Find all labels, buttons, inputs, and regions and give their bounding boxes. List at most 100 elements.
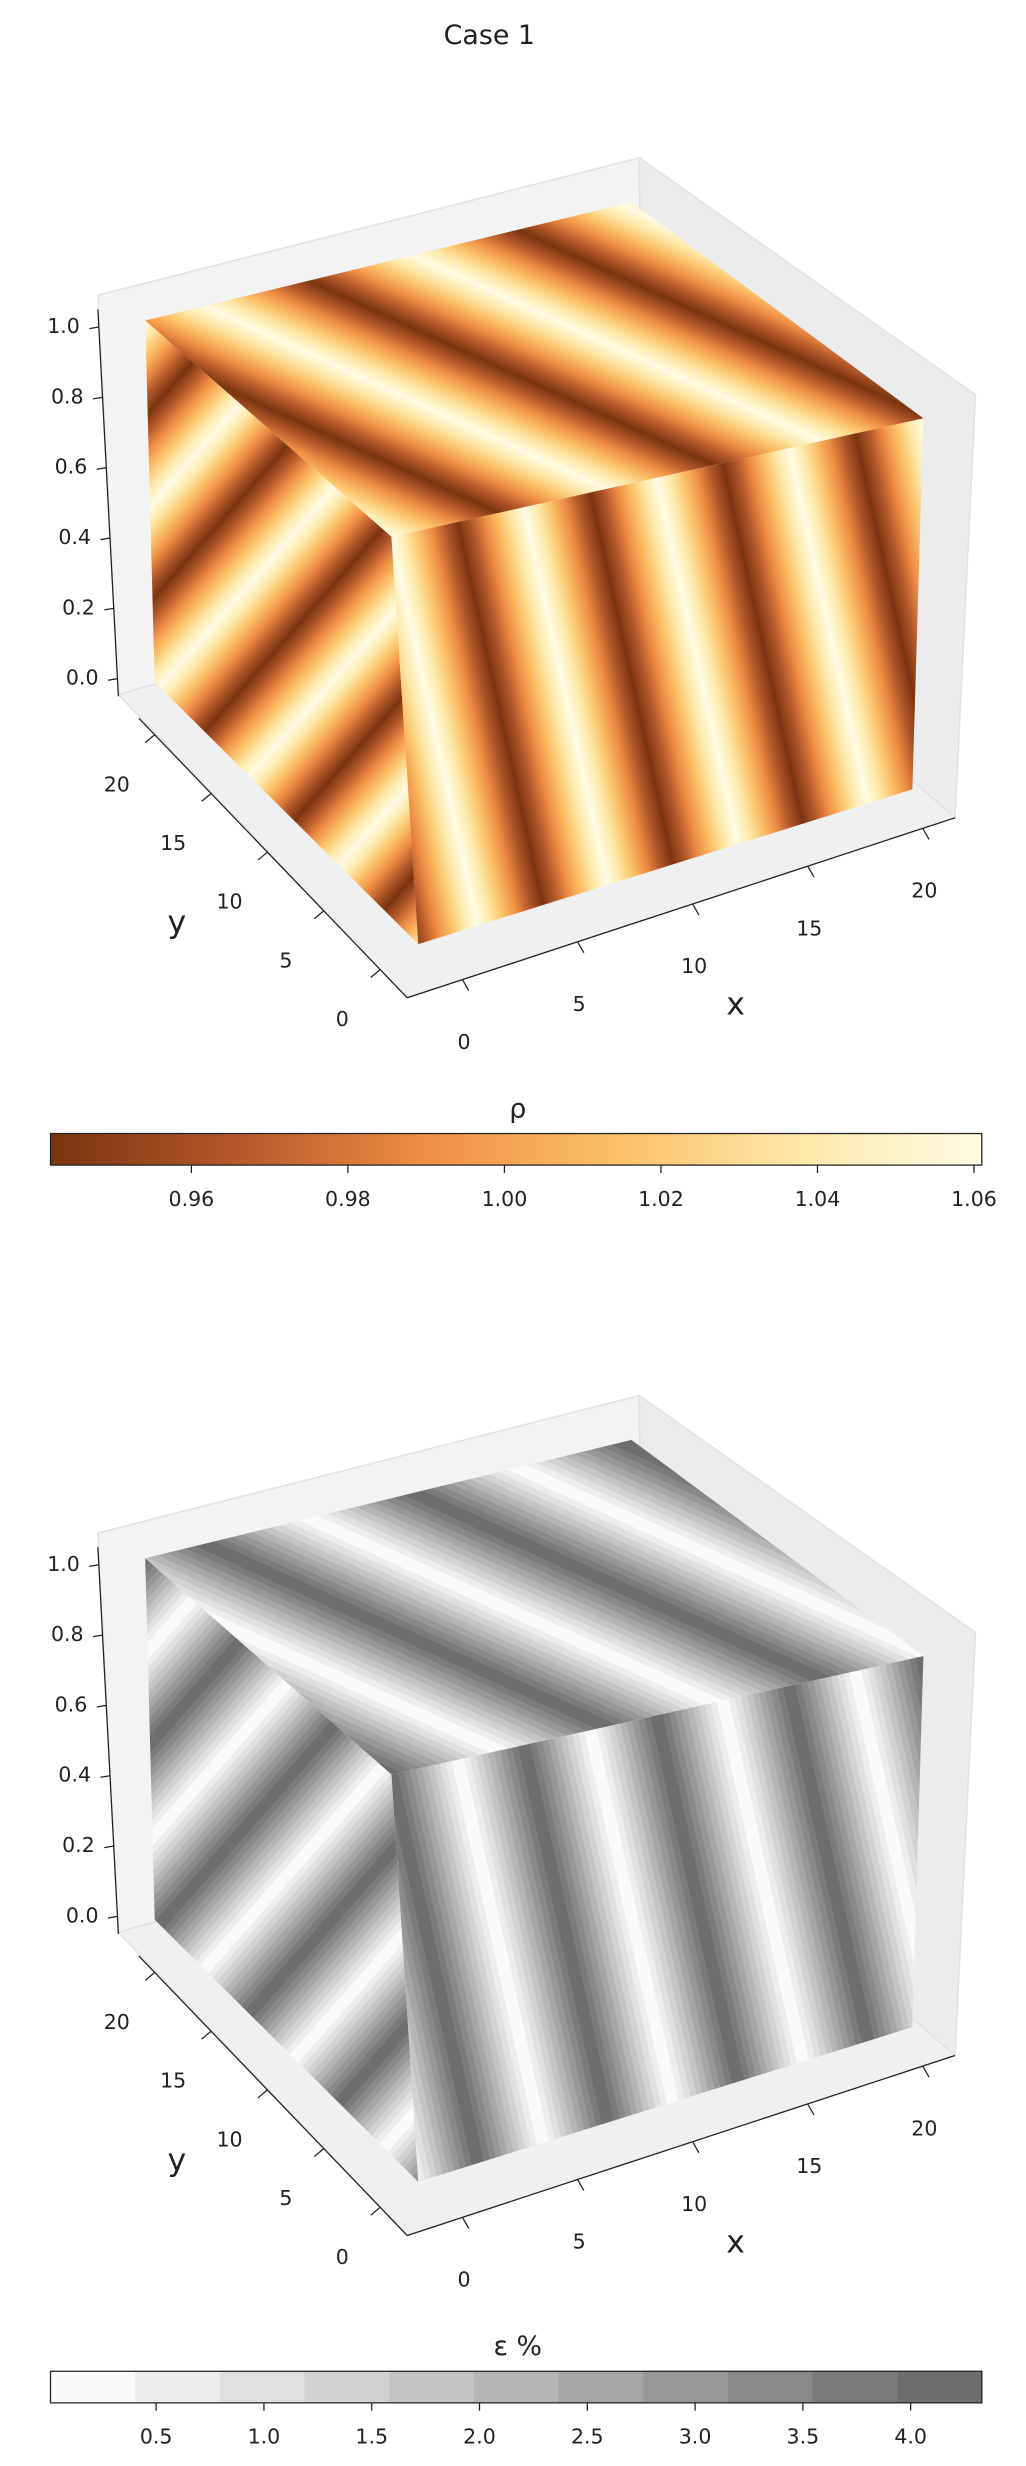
tick-label: 0.6 <box>55 455 88 479</box>
tick-mark <box>313 2148 325 2157</box>
tick-label: 20 <box>911 879 937 903</box>
tick-label: 0.4 <box>58 525 91 549</box>
tick-mark <box>461 2217 470 2229</box>
tick-mark <box>576 2179 585 2191</box>
tick-label: 15 <box>160 831 186 855</box>
x-axis-label: x <box>726 2224 745 2260</box>
colorbar-level <box>812 2371 898 2403</box>
tick-label: 10 <box>681 2192 707 2216</box>
tick-mark <box>104 1845 114 1849</box>
tick-label: 5 <box>279 948 292 972</box>
tick-label: 5 <box>573 992 586 1016</box>
tick-label: 0.2 <box>62 595 95 619</box>
tick-mark <box>92 1634 103 1638</box>
colorbar-tick-label: 1.5 <box>355 2425 388 2449</box>
colorbar-label: ρ <box>509 1093 526 1124</box>
tick-mark <box>144 734 156 744</box>
colorbar-tick-label: 3.5 <box>787 2425 820 2449</box>
tick-mark <box>96 1704 107 1708</box>
colorbar-level <box>558 2371 644 2403</box>
tick-mark <box>92 396 103 400</box>
tick-label: 0.0 <box>66 666 99 690</box>
surface-top <box>145 1439 924 1775</box>
tick-mark <box>100 1775 111 1778</box>
surface-left <box>145 320 419 945</box>
tick-mark <box>922 2065 930 2078</box>
tick-label: 0 <box>458 1030 471 1054</box>
colorbar-level <box>727 2371 813 2403</box>
tick-mark <box>692 2141 700 2154</box>
surface-left <box>145 1558 419 2182</box>
axis-line <box>138 1955 408 2236</box>
colorbar-tick-label: 1.04 <box>795 1187 841 1211</box>
tick-mark <box>257 851 268 861</box>
tick-mark <box>107 678 118 681</box>
colorbar-level <box>897 2371 983 2403</box>
colorbar-level <box>389 2371 475 2403</box>
tick-label: 0.8 <box>51 384 84 408</box>
colorbar-level <box>50 2371 136 2403</box>
colorbar-frame <box>49 2370 983 2404</box>
y-axis-label: y <box>167 2142 186 2178</box>
axis-line <box>407 817 956 999</box>
tick-mark <box>89 326 99 330</box>
tick-mark <box>144 1972 156 1981</box>
colorbar-level <box>643 2371 729 2403</box>
tick-label: 5 <box>573 2230 586 2254</box>
tick-mark <box>107 1915 118 1919</box>
tick-mark <box>100 537 111 541</box>
colorbar-frame <box>49 1132 983 1166</box>
tick-mark <box>576 941 585 954</box>
tick-label: 15 <box>796 2154 822 2178</box>
colorbar-level <box>219 2371 305 2403</box>
colorbar-gradient <box>50 1133 982 1166</box>
tick-mark <box>461 979 470 991</box>
tick-mark <box>807 2103 815 2116</box>
colorbar-tick-label: 1.00 <box>482 1187 528 1211</box>
tick-label: 0.8 <box>51 1622 84 1646</box>
x-axis-label: x <box>726 987 745 1023</box>
tick-label: 0.0 <box>66 1903 99 1927</box>
colorbar-level <box>304 2371 390 2403</box>
colorbar-tick-label: 1.0 <box>248 2425 281 2449</box>
tick-mark <box>370 969 381 978</box>
colorbar-tick-label: 1.06 <box>951 1187 997 1211</box>
axis-line <box>97 309 120 697</box>
tick-label: 0.6 <box>55 1692 88 1716</box>
tick-label: 5 <box>279 2186 292 2210</box>
figure-title: Case 1 <box>444 20 535 51</box>
tick-mark <box>104 607 114 611</box>
tick-mark <box>370 2206 381 2216</box>
colorbar-tick-label: 3.0 <box>679 2425 712 2449</box>
tick-label: 0 <box>336 1007 349 1031</box>
tick-label: 10 <box>681 954 707 978</box>
colorbar-tick-label: 0.96 <box>169 1187 215 1211</box>
tick-mark <box>96 467 107 470</box>
colorbar-tick-label: 4.0 <box>894 2425 927 2449</box>
axis-line <box>407 2054 956 2237</box>
tick-label: 20 <box>911 2116 937 2140</box>
tick-mark <box>201 2030 212 2040</box>
colorbar-tick-label: 0.98 <box>325 1187 371 1211</box>
tick-mark <box>807 865 815 878</box>
tick-label: 20 <box>104 772 130 796</box>
colorbar-tick-label: 0.5 <box>140 2425 173 2449</box>
tick-mark <box>201 792 212 802</box>
y-axis-label: y <box>167 905 186 941</box>
surface-right <box>391 418 924 945</box>
tick-label: 0 <box>458 2268 471 2292</box>
tick-label: 1.0 <box>47 314 80 338</box>
tick-label: 0.4 <box>58 1763 91 1787</box>
colorbar-level <box>135 2371 221 2403</box>
tick-mark <box>313 910 325 920</box>
tick-label: 0.2 <box>62 1833 95 1857</box>
tick-mark <box>89 1564 99 1567</box>
axis-line <box>97 1547 120 1934</box>
tick-label: 15 <box>796 916 822 940</box>
colorbar-tick-label: 2.5 <box>571 2425 604 2449</box>
axis-line <box>138 717 408 999</box>
tick-label: 10 <box>216 2127 242 2151</box>
tick-label: 0 <box>336 2245 349 2269</box>
surface-right <box>391 1656 924 2182</box>
